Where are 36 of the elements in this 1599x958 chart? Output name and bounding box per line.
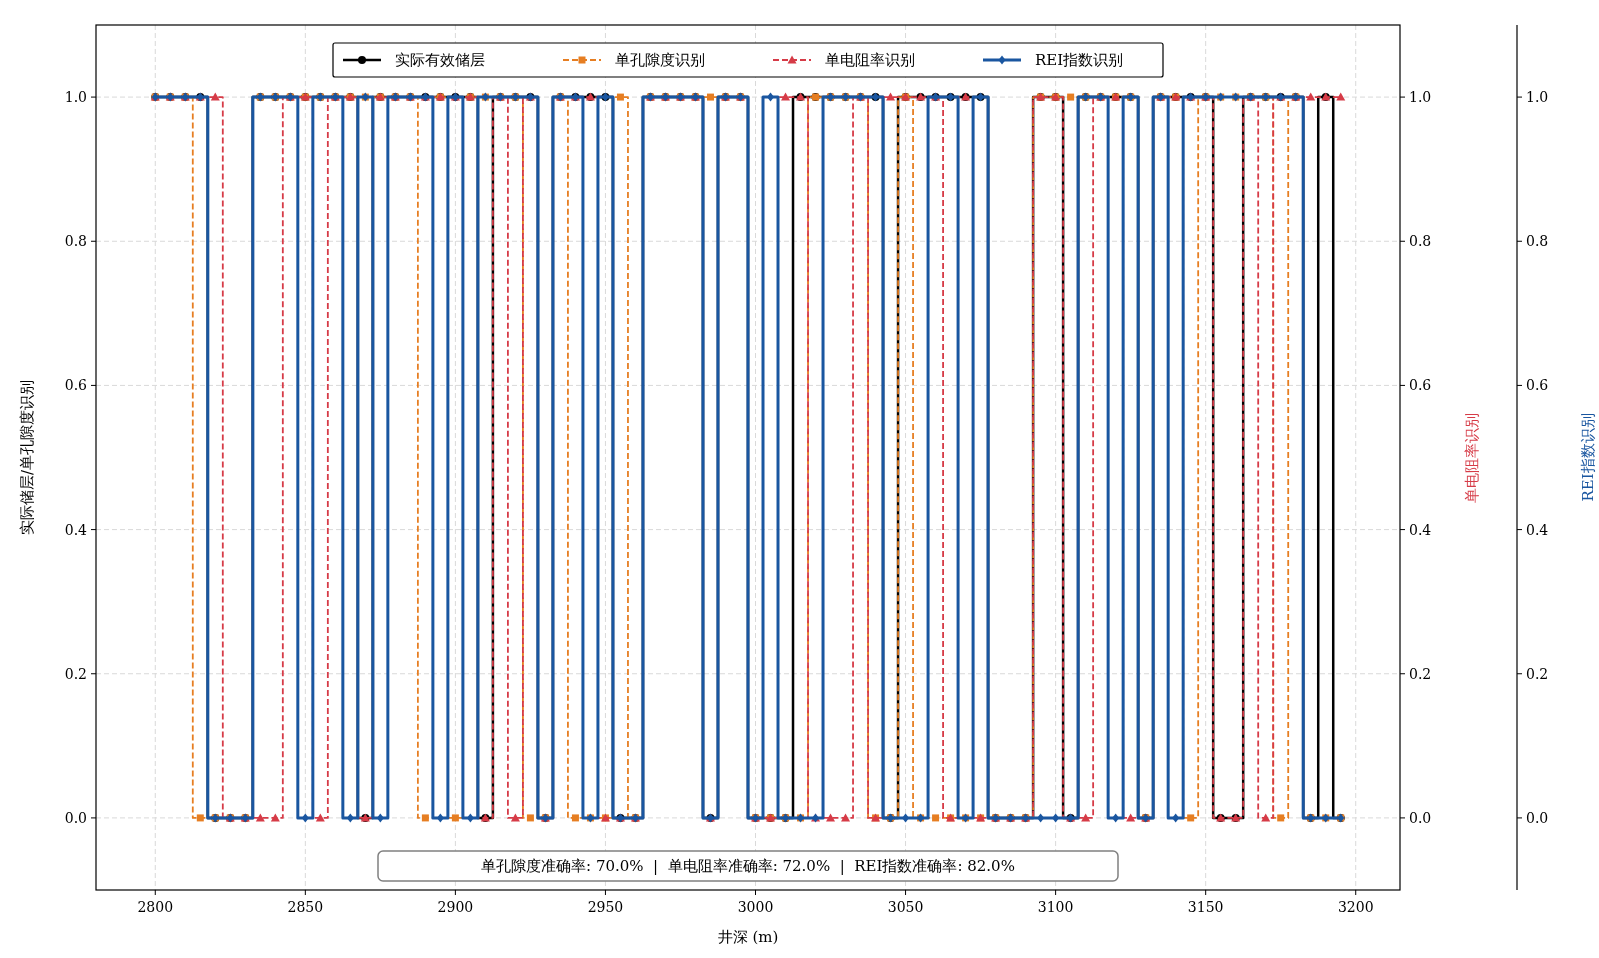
- y3-tick-label: 1.0: [1526, 89, 1549, 106]
- y2-tick-label: 0.4: [1409, 521, 1432, 538]
- y2-tick-label: 0.0: [1409, 809, 1432, 826]
- y-tick-label: 0.0: [64, 809, 87, 826]
- x-tick-label: 2800: [137, 899, 174, 915]
- annotation: 单孔隙度准确率: 70.0% | 单电阻率准确率: 72.0% | REI指数准确率: 82.0%: [481, 857, 1015, 875]
- y2-tick-label: 0.8: [1409, 233, 1432, 250]
- x-tick-label: 2850: [287, 899, 324, 915]
- y3-axis-title: REI指数识别: [1579, 413, 1597, 502]
- y3-tick-label: 0.0: [1526, 809, 1549, 826]
- x-tick-label: 3000: [737, 899, 774, 915]
- y3-tick-label: 0.4: [1526, 521, 1549, 538]
- y2-tick-label: 0.6: [1409, 377, 1432, 394]
- y2-tick-label: 0.2: [1409, 665, 1432, 682]
- legend-label: REI指数识别: [1035, 51, 1124, 69]
- y-tick-label: 0.8: [64, 233, 87, 250]
- legend-label: 实际有效储层: [395, 51, 485, 69]
- x-tick-label: 2950: [587, 899, 624, 915]
- y-tick-label: 1.0: [64, 89, 87, 106]
- y-tick-label: 0.2: [64, 665, 87, 682]
- x-tick-label: 3200: [1337, 899, 1374, 915]
- y-tick-label: 0.4: [64, 521, 88, 538]
- y3-tick-label: 0.6: [1526, 377, 1549, 394]
- x-tick-label: 3100: [1037, 899, 1074, 915]
- legend-label: 单孔隙度识别: [615, 51, 705, 69]
- x-tick-label: 2900: [437, 899, 474, 915]
- y-axis-title: 实际储层/单孔隙度识别: [18, 379, 36, 536]
- x-tick-label: 3150: [1187, 899, 1224, 915]
- legend-label: 单电阻率识别: [825, 51, 915, 69]
- y3-tick-label: 0.2: [1526, 665, 1549, 682]
- y2-tick-label: 1.0: [1409, 89, 1432, 106]
- y2-axis-title: 单电阻率识别: [1463, 412, 1481, 503]
- y-tick-label: 0.6: [64, 377, 88, 394]
- x-tick-label: 3050: [887, 899, 924, 915]
- y3-tick-label: 0.8: [1526, 233, 1549, 250]
- x-axis-title: 井深 (m): [717, 928, 779, 946]
